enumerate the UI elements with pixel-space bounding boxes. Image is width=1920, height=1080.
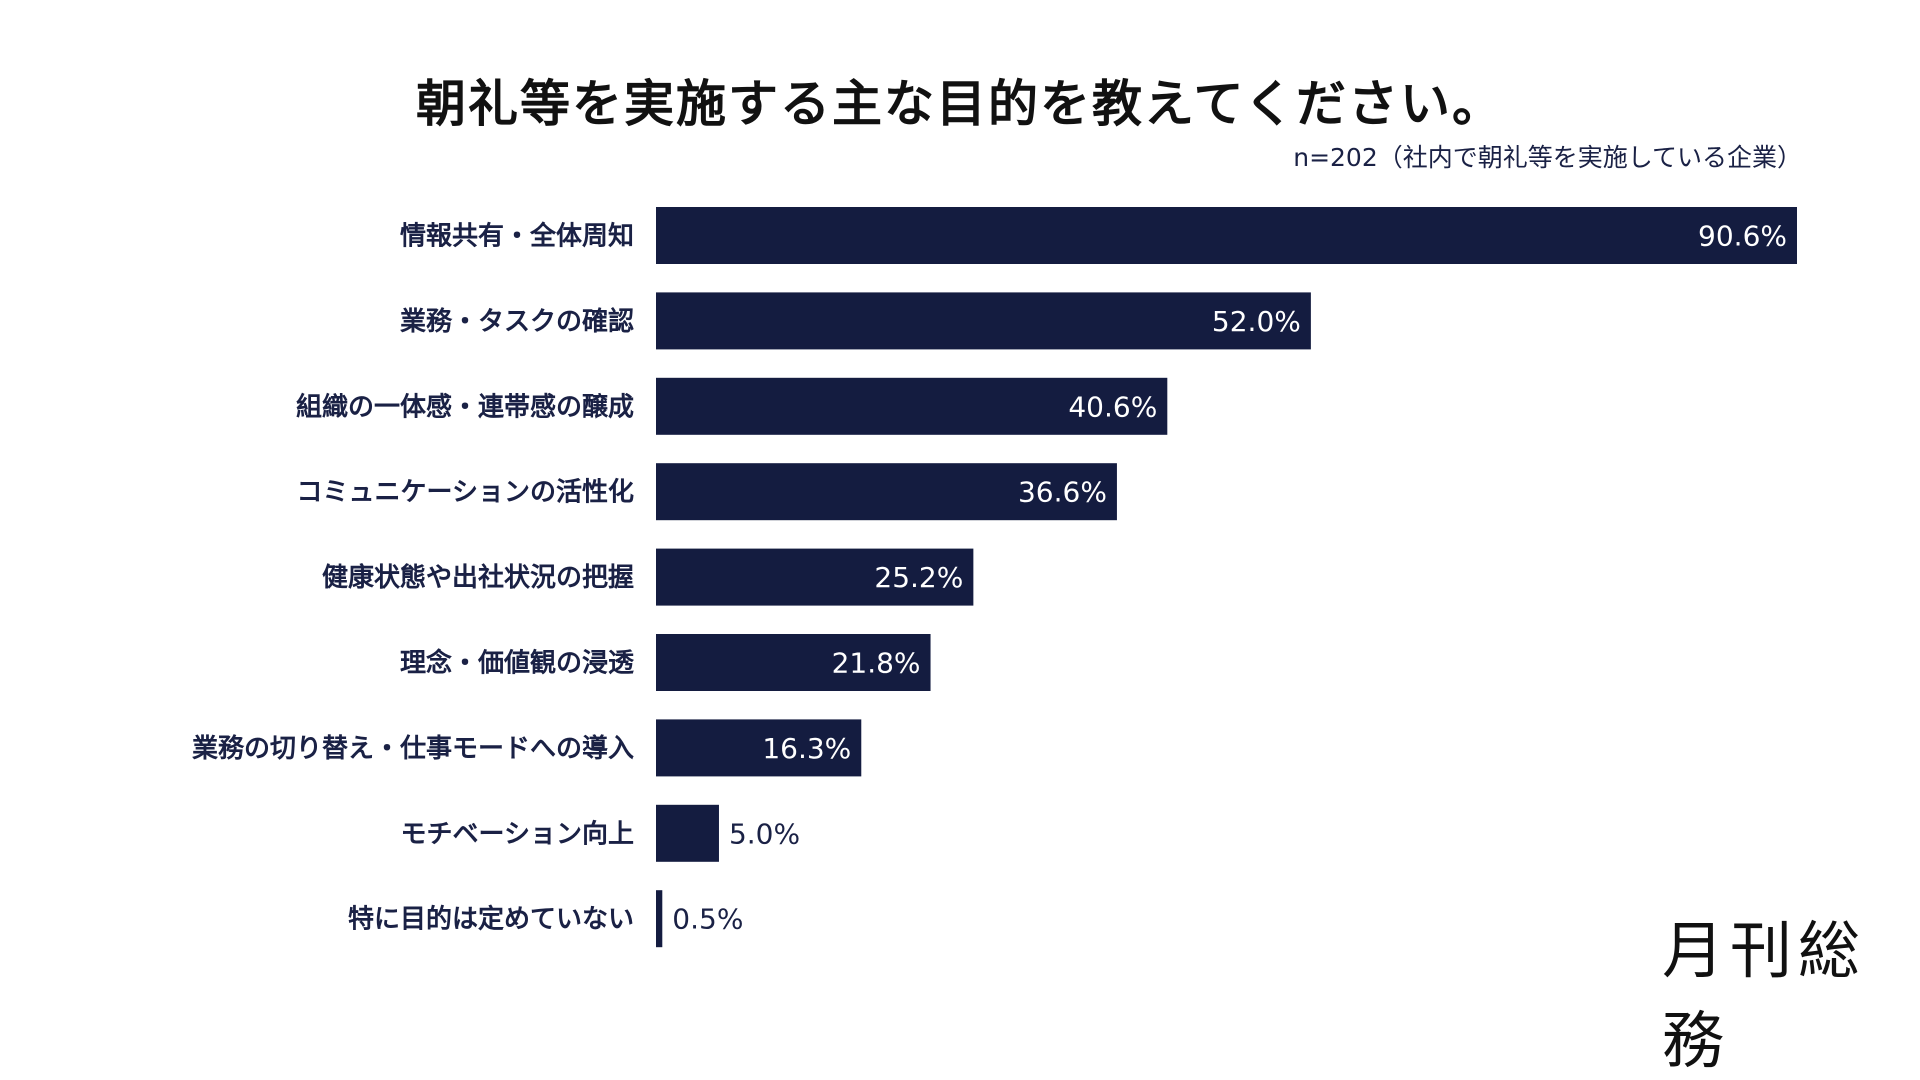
category-label: 特に目的は定めていない [348,904,634,935]
data-label: 21.8% [832,647,921,680]
data-label: 25.2% [874,561,963,594]
bar-chart: 情報共有・全体周知 90.6% 業務・タスクの確認 52.0% 組織の一体感・連帯感の醸… [192,207,1797,948]
bar [656,463,1117,521]
chart-subtitle: n=202（社内で朝礼等を実施している企業） [1293,143,1802,172]
bar [656,548,974,606]
bar [656,207,1797,264]
category-label: 組織の一体感・連帯感の醸成 [296,391,634,422]
category-label: コミュニケーションの活性化 [297,478,634,508]
category-label: 業務・タスクの確認 [400,306,634,337]
category-label: 理念・価値観の浸透 [400,648,635,679]
bar [656,890,663,948]
category-label: 情報共有・全体周知 [400,221,634,252]
logo: 月刊総務 [1662,914,1867,1077]
data-label: 16.3% [762,732,851,765]
data-label: 0.5% [672,903,743,936]
category-label: 健康状態や出社状況の把握 [322,562,634,593]
bar [656,377,1168,435]
data-label: 5.0% [729,817,800,850]
bar [656,634,931,691]
data-label: 40.6% [1068,390,1157,423]
category-label: 業務の切り替え・仕事モードへの導入 [192,733,634,764]
data-label: 52.0% [1212,305,1301,338]
chart-title: 朝礼等を実施する主な目的を教えてください。 [416,75,1504,133]
data-label: 90.6% [1698,220,1787,253]
bar [656,804,719,862]
category-label: モチベーション向上 [401,818,634,849]
data-label: 36.6% [1018,476,1107,509]
bar [656,292,1311,350]
bar [656,719,862,777]
